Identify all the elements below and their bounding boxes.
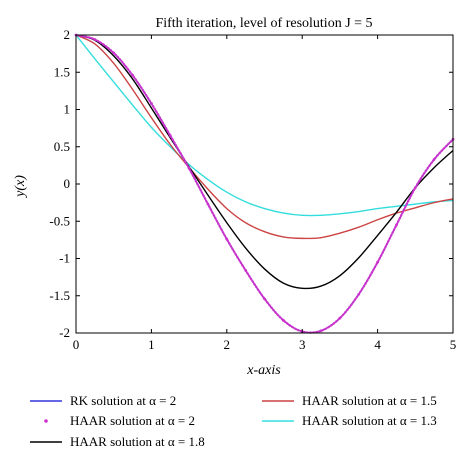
- y-tick-label: 0.5: [54, 139, 70, 154]
- series-line-2: [75, 34, 454, 290]
- data-point: [413, 186, 417, 190]
- data-point: [263, 297, 266, 301]
- data-point: [281, 318, 285, 322]
- plot-area: [74, 33, 455, 334]
- legend-label: HAAR solution at α = 1.5: [302, 393, 437, 408]
- x-tick-label: 4: [374, 337, 381, 352]
- y-axis-label: y(x): [13, 175, 28, 199]
- x-tick-label: 1: [148, 337, 155, 352]
- y-tick-label: -0.5: [49, 213, 70, 228]
- data-point: [93, 38, 97, 41]
- x-tick-label: 2: [224, 337, 231, 352]
- x-tick-label: 3: [299, 337, 306, 352]
- legend: RK solution at α = 2 HAAR solution at α =…: [30, 393, 437, 449]
- data-point: [338, 316, 342, 320]
- data-point: [357, 292, 361, 296]
- x-axis-label: x-axis: [246, 363, 281, 378]
- data-point: [395, 223, 398, 227]
- data-point: [150, 102, 153, 105]
- data-point: [168, 134, 172, 137]
- x-tick-label: 5: [450, 337, 457, 352]
- legend-label: HAAR solution at α = 1.8: [70, 434, 205, 449]
- y-tick-label: -1.5: [49, 288, 70, 303]
- data-point: [131, 73, 134, 77]
- y-tick-label: 0: [64, 176, 71, 191]
- y-tick-label: 2: [64, 27, 71, 42]
- data-point: [187, 166, 191, 170]
- series-line-4: [75, 34, 454, 217]
- data-point: [319, 329, 323, 333]
- y-tick-label: -1: [59, 251, 70, 266]
- y-tick-label: 1: [64, 102, 71, 117]
- y-tick-label: -2: [59, 325, 70, 340]
- data-point: [376, 260, 379, 264]
- x-tick-label: 0: [73, 337, 80, 352]
- legend-label: HAAR solution at α = 1.3: [302, 413, 437, 428]
- data-point: [225, 237, 229, 241]
- data-point: [206, 202, 210, 206]
- data-point: [244, 269, 248, 272]
- axes: 0 1 2 3 4 5 2 1.5 1 0.5 0 -0.5 -1 -1.5 -2: [49, 27, 456, 352]
- legend-marker: [44, 419, 48, 423]
- series-line-3: [75, 34, 454, 240]
- chart-title: Fifth iteration, level of resolution J =…: [155, 16, 372, 31]
- y-tick-label: 1.5: [54, 64, 70, 79]
- data-point: [432, 158, 436, 161]
- data-point: [112, 51, 116, 55]
- legend-label: RK solution at α = 2: [70, 393, 176, 408]
- legend-label: HAAR solution at α = 2: [70, 413, 195, 428]
